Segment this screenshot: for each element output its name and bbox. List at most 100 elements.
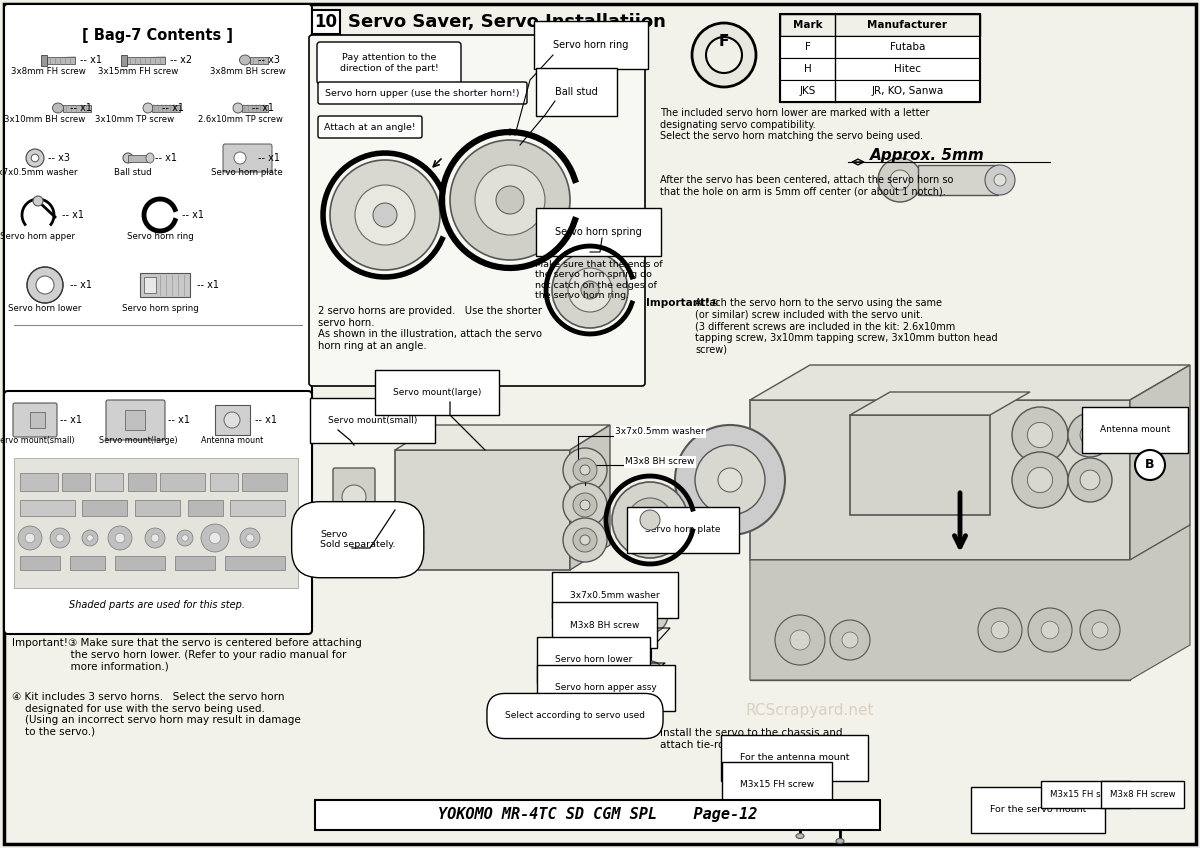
Text: 3x7x0.5mm washer: 3x7x0.5mm washer — [0, 168, 78, 177]
Circle shape — [1012, 452, 1068, 508]
Circle shape — [985, 165, 1015, 195]
Bar — [64, 104, 91, 111]
Text: Servo horn plate: Servo horn plate — [211, 168, 283, 177]
Text: Servo Saver, Servo Installatiion: Servo Saver, Servo Installatiion — [348, 13, 666, 31]
Text: -- x1: -- x1 — [155, 153, 178, 163]
Polygon shape — [1130, 365, 1190, 560]
Circle shape — [978, 608, 1022, 652]
Bar — [160, 473, 205, 491]
Circle shape — [830, 620, 870, 660]
Text: JR, KO, Sanwa: JR, KO, Sanwa — [871, 86, 943, 96]
Circle shape — [178, 530, 193, 546]
Bar — [850, 415, 990, 515]
FancyBboxPatch shape — [223, 144, 272, 172]
Circle shape — [145, 528, 166, 548]
Text: -- x2: -- x2 — [170, 55, 192, 65]
Text: -- x1: -- x1 — [256, 415, 277, 425]
Bar — [82, 500, 127, 516]
Text: Attach the servo horn to the servo using the same
(or similar) screw included wi: Attach the servo horn to the servo using… — [695, 298, 997, 354]
Text: Futaba: Futaba — [890, 42, 925, 52]
Bar — [780, 14, 980, 102]
Circle shape — [86, 535, 94, 541]
Circle shape — [1068, 413, 1112, 457]
Text: Servo horn lower: Servo horn lower — [554, 656, 632, 665]
Circle shape — [82, 530, 98, 546]
Circle shape — [695, 445, 766, 515]
Circle shape — [842, 632, 858, 648]
Bar — [20, 473, 58, 491]
Circle shape — [563, 448, 607, 492]
Circle shape — [25, 533, 35, 543]
Text: Servo mount(large): Servo mount(large) — [394, 388, 481, 397]
Circle shape — [330, 160, 440, 270]
Circle shape — [552, 252, 628, 328]
Text: Select according to servo used: Select according to servo used — [505, 711, 646, 721]
Bar — [242, 473, 287, 491]
Text: Servo horn ring: Servo horn ring — [553, 40, 629, 50]
Text: 3x8mm FH screw: 3x8mm FH screw — [11, 67, 85, 76]
Circle shape — [991, 622, 1009, 639]
Text: For the servo mount: For the servo mount — [990, 806, 1086, 814]
Circle shape — [568, 268, 612, 312]
Circle shape — [580, 500, 590, 510]
Text: Approx. 5mm: Approx. 5mm — [870, 148, 985, 163]
Bar — [144, 277, 156, 293]
Circle shape — [1080, 425, 1100, 445]
Bar — [780, 36, 980, 58]
Circle shape — [775, 615, 826, 665]
Text: 2 servo horns are provided.   Use the shorter
servo horn.
As shown in the illust: 2 servo horns are provided. Use the shor… — [318, 306, 542, 351]
FancyBboxPatch shape — [317, 42, 461, 84]
Bar — [242, 104, 268, 111]
Circle shape — [580, 465, 590, 475]
Circle shape — [574, 528, 598, 552]
Circle shape — [640, 510, 660, 530]
FancyBboxPatch shape — [13, 403, 58, 437]
Bar — [128, 154, 148, 161]
Circle shape — [636, 661, 664, 689]
Circle shape — [342, 485, 366, 509]
Polygon shape — [750, 525, 1190, 680]
Circle shape — [496, 186, 524, 214]
Bar — [115, 556, 166, 570]
Text: Servo horn apper: Servo horn apper — [0, 232, 76, 241]
Bar — [70, 556, 106, 570]
Bar — [250, 57, 268, 64]
Circle shape — [878, 158, 922, 202]
FancyBboxPatch shape — [106, 400, 166, 440]
Circle shape — [31, 154, 38, 162]
Text: Servo horn lower: Servo horn lower — [8, 304, 82, 313]
Bar — [226, 556, 286, 570]
Text: 3x15mm FH screw: 3x15mm FH screw — [98, 67, 178, 76]
Circle shape — [644, 669, 656, 681]
FancyBboxPatch shape — [310, 35, 646, 386]
Circle shape — [574, 458, 598, 482]
Circle shape — [581, 281, 599, 299]
Text: For the antenna mount: For the antenna mount — [740, 754, 850, 762]
Text: -- x1: -- x1 — [162, 103, 184, 113]
Circle shape — [890, 170, 910, 190]
Ellipse shape — [53, 103, 64, 113]
Circle shape — [115, 533, 125, 543]
Bar — [20, 500, 74, 516]
Text: M3x15 FH screw: M3x15 FH screw — [740, 780, 814, 789]
Text: Servo mount(large): Servo mount(large) — [98, 436, 178, 445]
Circle shape — [450, 140, 570, 260]
Text: -- x3: -- x3 — [48, 153, 70, 163]
Text: F: F — [719, 34, 730, 48]
Circle shape — [224, 412, 240, 428]
Ellipse shape — [836, 839, 844, 844]
Bar — [121, 54, 127, 65]
Text: Pay attention to the
direction of the part!: Pay attention to the direction of the pa… — [340, 53, 438, 73]
Bar — [780, 14, 980, 36]
Bar — [128, 473, 156, 491]
Bar — [750, 400, 1130, 560]
Circle shape — [1027, 422, 1052, 448]
Text: Antenna mount: Antenna mount — [1100, 426, 1170, 434]
Text: Important!①: Important!① — [646, 298, 719, 308]
Polygon shape — [42, 57, 74, 64]
Circle shape — [632, 597, 668, 633]
Circle shape — [56, 534, 64, 542]
Bar — [62, 473, 90, 491]
Circle shape — [642, 607, 658, 623]
Text: RCScrapyard.net: RCScrapyard.net — [745, 702, 875, 717]
